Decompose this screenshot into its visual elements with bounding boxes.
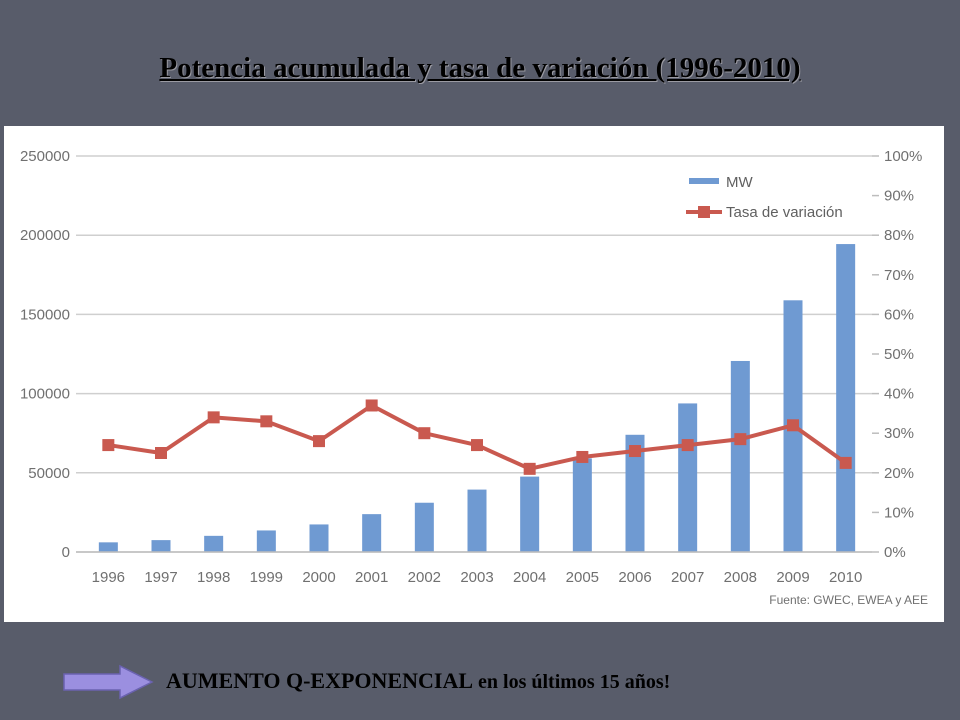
bar-mw (98, 542, 118, 552)
x-axis-tick-label: 2009 (776, 569, 809, 586)
x-axis-tick-label: 1999 (250, 569, 283, 586)
x-axis-tick-label: 2005 (566, 569, 599, 586)
footer-rest: en los últimos 15 años! (473, 671, 671, 693)
x-axis-tick-label: 2006 (618, 569, 651, 586)
marker-tasa (576, 450, 589, 463)
x-axis-tick-label: 1996 (92, 569, 125, 586)
marker-tasa (839, 456, 852, 469)
chart-source: Fuente: GWEC, EWEA y AEE (769, 593, 928, 607)
bar-mw (309, 524, 329, 552)
right-axis-tick-label: 80% (884, 227, 914, 244)
right-axis-tick-label: 40% (884, 386, 914, 403)
bar-mw (678, 403, 698, 552)
x-axis-tick-label: 1997 (144, 569, 177, 586)
legend-swatch-tasa-marker (698, 206, 710, 218)
x-axis-tick-label: 2003 (460, 569, 493, 586)
marker-tasa (260, 415, 273, 428)
marker-tasa (787, 419, 799, 432)
x-axis-tick-label: 2007 (671, 569, 704, 586)
x-axis-tick-label: 2008 (724, 569, 757, 586)
left-axis-tick-label: 200000 (20, 227, 70, 244)
right-axis-tick-label: 70% (884, 267, 914, 284)
x-axis-tick-label: 2001 (355, 569, 388, 586)
slide-title: Potencia acumulada y tasa de variación (… (159, 52, 801, 84)
right-axis-tick-label: 20% (884, 465, 914, 482)
marker-tasa (734, 433, 747, 446)
bar-mw (414, 502, 434, 552)
marker-tasa (102, 439, 115, 452)
legend-label-tasa: Tasa de variación (726, 204, 843, 221)
chart-svg: 0 50000 100000 150000 200000 250000 0% 10% 20% 30… (20, 148, 928, 607)
marker-tasa (681, 439, 694, 452)
bar-mw (256, 530, 276, 552)
bar-mw (204, 535, 224, 552)
bar-mw (151, 540, 171, 552)
right-axis-tick-label: 10% (884, 504, 914, 521)
right-axis-tick-label: 60% (884, 306, 914, 323)
right-axis-tick-label: 0% (884, 544, 906, 561)
right-axis-tick-label: 50% (884, 346, 914, 363)
chart-panel: 0 50000 100000 150000 200000 250000 0% 10% 20% 30… (4, 126, 944, 622)
bar-mw (836, 244, 856, 552)
bar-mw (625, 434, 645, 552)
marker-tasa (313, 435, 325, 448)
left-axis-tick-label: 150000 (20, 306, 70, 323)
right-axis-tick-label: 30% (884, 425, 914, 442)
marker-tasa (418, 427, 431, 440)
bar-mw (730, 360, 750, 552)
marker-tasa (207, 411, 220, 424)
x-axis-tick-label: 2010 (829, 569, 862, 586)
right-axis-tick-label: 90% (884, 188, 914, 205)
x-axis-tick-label: 2002 (408, 569, 441, 586)
footer: AUMENTO Q-EXPONENCIAL en los últimos 15 … (62, 664, 882, 700)
left-axis-tick-label: 100000 (20, 386, 70, 403)
marker-tasa (365, 399, 378, 412)
left-axis-tick-label: 0 (62, 544, 70, 561)
footer-text: AUMENTO Q-EXPONENCIAL en los últimos 15 … (166, 668, 670, 694)
bar-mw (572, 458, 592, 552)
right-axis-tick-label: 100% (884, 148, 922, 165)
marker-tasa (471, 439, 483, 452)
marker-tasa (629, 445, 641, 458)
bar-mw (467, 489, 487, 552)
legend-swatch-mw (689, 178, 719, 184)
bar-mw (362, 514, 382, 552)
x-axis-tick-label: 2000 (302, 569, 335, 586)
x-axis-tick-label: 2004 (513, 569, 546, 586)
marker-tasa (155, 447, 167, 459)
bar-mw (520, 476, 540, 552)
legend-label-mw: MW (726, 174, 753, 191)
left-axis-tick-label: 50000 (28, 465, 70, 482)
right-arrow-icon (63, 664, 154, 700)
marker-tasa (523, 462, 536, 475)
left-axis-tick-label: 250000 (20, 148, 70, 165)
footer-emphasis: AUMENTO Q-EXPONENCIAL (166, 668, 474, 693)
x-axis-tick-label: 1998 (197, 569, 230, 586)
